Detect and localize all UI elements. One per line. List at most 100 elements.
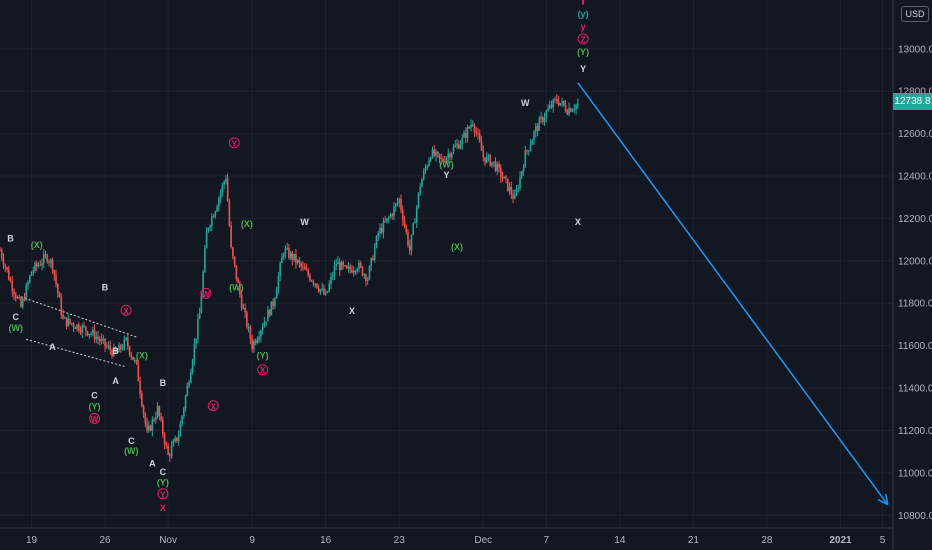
- x-tick-label: 7: [544, 535, 550, 546]
- candle-body: [338, 262, 341, 271]
- price-axis[interactable]: 13000.0 12800.0 12600.0 12400.0 12200.0 12000…: [898, 44, 932, 522]
- candle-body: [442, 159, 444, 161]
- candle-body: [16, 297, 19, 299]
- x-tick-label: 21: [688, 535, 700, 546]
- candle-body: [468, 126, 471, 128]
- candle-body: [246, 312, 248, 328]
- x-tick-label: 19: [26, 535, 38, 546]
- currency-badge[interactable]: USD: [901, 6, 929, 22]
- candle-body: [232, 247, 234, 257]
- candle-body: [51, 259, 54, 271]
- candle-body: [60, 297, 63, 315]
- candle-body: [30, 271, 33, 276]
- candle-body: [347, 266, 350, 269]
- candle-body: [428, 160, 430, 167]
- candle-body: [570, 108, 572, 112]
- wave-label-circle: [207, 400, 219, 412]
- candle-body: [337, 262, 339, 265]
- candle-body: [165, 444, 168, 446]
- candle-body: [351, 269, 353, 273]
- candle-body: [76, 324, 78, 329]
- candle-body: [198, 313, 201, 320]
- candle-body: [282, 254, 285, 258]
- candle-body: [209, 225, 211, 229]
- candle-body: [281, 257, 283, 264]
- candle-body: [298, 260, 301, 263]
- candle-body: [113, 347, 115, 357]
- candle-body: [6, 267, 8, 270]
- candle-body: [7, 269, 10, 280]
- candle-body: [358, 262, 360, 270]
- candle-body: [62, 314, 64, 319]
- candle-body: [20, 298, 22, 307]
- y-tick-label: 11400.0: [898, 384, 932, 395]
- candle-body: [533, 131, 535, 140]
- candle-body: [505, 176, 507, 179]
- candle-body: [405, 225, 408, 232]
- candle-body: [513, 194, 516, 199]
- candle-body: [508, 186, 511, 191]
- wave-label: (X): [241, 219, 253, 229]
- candle-body: [167, 445, 169, 455]
- candle-body: [359, 262, 362, 267]
- wave-label: X: [123, 307, 129, 316]
- candle-body: [331, 275, 334, 277]
- candle-body: [155, 417, 157, 421]
- candle-body: [127, 337, 129, 347]
- wave-label: (Y): [577, 47, 589, 57]
- wave-label: Y: [580, 64, 586, 74]
- candle-body: [184, 395, 187, 409]
- candle-body: [419, 186, 422, 193]
- y-tick-label: 12200.0: [898, 214, 932, 225]
- candle-body: [556, 98, 558, 102]
- y-tick-label: 13000.0: [898, 44, 932, 55]
- candle-body: [104, 338, 106, 347]
- candle-body: [398, 198, 401, 203]
- wave-label-circle: [200, 287, 212, 299]
- y-tick-label: 12800.0: [898, 87, 932, 98]
- y-tick-label: 11000.0: [898, 468, 932, 479]
- candle-body: [53, 270, 56, 275]
- candle-body: [149, 425, 152, 431]
- candle-body: [158, 406, 161, 417]
- candle-body: [253, 341, 255, 350]
- x-tick-label: Dec: [474, 535, 492, 546]
- candle-body: [459, 144, 462, 149]
- candle-body: [42, 254, 45, 264]
- candle-body: [438, 153, 441, 158]
- candle-body: [63, 317, 66, 319]
- wave-label: Z: [581, 35, 586, 44]
- candle-body: [123, 339, 126, 349]
- candle-body: [324, 292, 327, 295]
- wave-label: W: [91, 415, 99, 424]
- candle-body: [261, 327, 264, 331]
- candle-body: [109, 345, 112, 351]
- candle-body: [536, 126, 539, 131]
- time-axis[interactable]: 19 26 Nov 9 16 23 Dec 7 14 21 28 2021 5: [26, 535, 886, 546]
- candle-body: [457, 143, 460, 149]
- candle-body: [120, 345, 122, 349]
- candle-body: [431, 149, 434, 158]
- candle-body: [499, 167, 502, 178]
- candle-body: [197, 319, 199, 339]
- candle-body: [403, 220, 406, 226]
- candle-body: [142, 405, 145, 414]
- candle-body: [463, 132, 465, 138]
- candle-body: [235, 265, 238, 280]
- candle-body: [177, 436, 180, 441]
- candle-body: [361, 266, 364, 276]
- candle-body: [223, 181, 225, 185]
- candle-body: [373, 247, 376, 261]
- candle-body: [125, 337, 127, 340]
- candle-body: [382, 221, 385, 233]
- candle-body: [492, 161, 495, 163]
- candle-body: [58, 292, 61, 298]
- candle-body: [566, 111, 569, 115]
- candle-body: [128, 346, 131, 355]
- projection-line: [577, 82, 889, 506]
- wave-label: (Y): [89, 401, 101, 411]
- candle-body: [118, 345, 120, 352]
- x-tick-label: 26: [99, 535, 111, 546]
- candle-body: [244, 308, 246, 313]
